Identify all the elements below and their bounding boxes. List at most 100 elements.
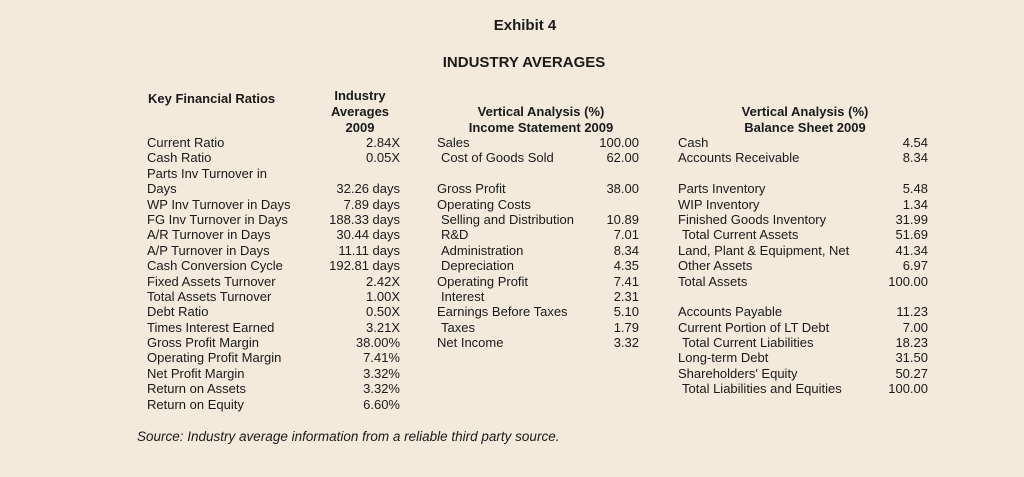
income-row: Gross Profit 38.00	[437, 181, 639, 196]
ratio-row-label: Total Assets Turnover	[147, 288, 272, 304]
ratio-row-value: 11.11 days	[338, 242, 400, 258]
balance-row-label: Total Current Liabilities	[682, 335, 814, 351]
income-row-label: Gross Profit	[437, 181, 506, 197]
balance-row-value: 8.34	[902, 150, 928, 166]
income-row: Administration 8.34	[437, 243, 639, 258]
balance-row-label: Long-term Debt	[678, 350, 769, 366]
balance-row-label: Total Current Assets	[682, 227, 799, 243]
balance-row-value: 7.00	[902, 319, 928, 335]
income-row: Depreciation 4.35	[437, 258, 639, 273]
ratio-row: Cash Conversion Cycle 192.81 days	[147, 258, 400, 273]
ratio-row: Gross Profit Margin 38.00%	[147, 335, 400, 350]
balance-header-line-2: Balance Sheet 2009	[744, 120, 866, 135]
exhibit-title: Exhibit 4	[493, 17, 557, 34]
balance-row	[678, 289, 928, 304]
balance-row: Accounts Payable 11.23	[678, 304, 928, 319]
balance-row-label: Other Assets	[678, 258, 753, 274]
income-row: Net Income 3.32	[437, 335, 639, 350]
balance-row-value: 31.50	[895, 350, 928, 366]
balance-row	[678, 166, 928, 181]
balance-row: Total Assets 100.00	[678, 274, 928, 289]
income-row-value: 2.31	[613, 288, 639, 304]
balance-row: Land, Plant & Equipment, Net 41.34	[678, 243, 928, 258]
ratio-row-label: Cash Conversion Cycle	[147, 258, 283, 274]
balance-row-value: 100.00	[888, 273, 928, 289]
balance-row-label: Cash	[678, 135, 709, 150]
income-row-value: 1.79	[613, 319, 639, 335]
ratio-row: Cash Ratio 0.05X	[147, 150, 400, 165]
income-row: Operating Costs	[437, 197, 639, 212]
balance-row-value: 100.00	[888, 381, 928, 397]
balance-row-value: 50.27	[895, 365, 928, 381]
ratio-row-value: 6.60%	[363, 396, 400, 412]
ratio-row-label: FG Inv Turnover in Days	[147, 211, 288, 227]
ratio-row-label: Days	[147, 181, 177, 197]
balance-row: Current Portion of LT Debt 7.00	[678, 320, 928, 335]
ratio-row-value: 7.41%	[363, 350, 400, 366]
balance-row-value: 5.48	[902, 181, 928, 197]
ratio-row: Net Profit Margin 3.32%	[147, 366, 400, 381]
balance-row-value: 41.34	[895, 242, 928, 258]
ratio-row-value: 192.81 days	[329, 258, 400, 274]
income-row-value: 38.00	[606, 181, 639, 197]
income-row-label: Taxes	[441, 319, 475, 335]
ratio-row: Times Interest Earned 3.21X	[147, 320, 400, 335]
income-row-label: Selling and Distribution	[441, 211, 574, 227]
income-row-value: 100.00	[599, 135, 639, 150]
ratio-row: Current Ratio 2.84X	[147, 135, 400, 150]
balance-header-line-1: Vertical Analysis (%)	[741, 104, 869, 119]
ratio-row-label: Operating Profit Margin	[147, 350, 282, 366]
income-row: Selling and Distribution 10.89	[437, 212, 639, 227]
income-row-value: 4.35	[613, 258, 639, 274]
balance-row-label: WIP Inventory	[678, 196, 760, 212]
ratio-row-value: 30.44 days	[336, 227, 400, 243]
ratios-header-value: Industry Averages 2009	[318, 88, 402, 136]
balance-row: Total Current Liabilities 18.23	[678, 335, 928, 350]
income-row: Interest 2.31	[437, 289, 639, 304]
ratio-row-label: A/R Turnover in Days	[147, 227, 271, 243]
income-row: Operating Profit 7.41	[437, 274, 639, 289]
income-row-label: R&D	[441, 227, 469, 243]
income-row-value: 3.32	[613, 335, 639, 351]
ratio-row-value: 7.89 days	[343, 196, 400, 212]
ratios-header-line-2: Averages	[330, 104, 390, 119]
ratio-row-value: 3.21X	[366, 319, 400, 335]
ratio-row: Return on Assets 3.32%	[147, 381, 400, 396]
income-header-line-2: Income Statement 2009	[468, 120, 614, 135]
income-row-label: Depreciation	[441, 258, 514, 274]
balance-row: Total Current Assets 51.69	[678, 227, 928, 242]
income-row-value: 7.41	[613, 273, 639, 289]
ratio-row-label: WP Inv Turnover in Days	[147, 196, 291, 212]
income-row-label: Earnings Before Taxes	[437, 304, 568, 320]
balance-row: Parts Inventory 5.48	[678, 181, 928, 196]
balance-row: Total Liabilities and Equities 100.00	[678, 381, 928, 396]
income-table: Sales 100.00 Cost of Goods Sold 62.00 Gross …	[437, 135, 639, 350]
ratio-row-label: Net Profit Margin	[147, 365, 245, 381]
ratio-row: A/R Turnover in Days 30.44 days	[147, 227, 400, 242]
ratio-row-label: Gross Profit Margin	[147, 335, 259, 351]
ratio-row-label: Debt Ratio	[147, 304, 209, 320]
balance-row: Shareholders' Equity 50.27	[678, 366, 928, 381]
ratio-row-label: Return on Assets	[147, 381, 246, 397]
balance-row-value: 6.97	[902, 258, 928, 274]
ratio-row: Total Assets Turnover 1.00X	[147, 289, 400, 304]
balance-row-value: 4.54	[902, 135, 928, 150]
balance-row-label: Total Assets	[678, 273, 748, 289]
source-note: Source: Industry average information fro…	[137, 429, 560, 444]
main-title: INDUSTRY AVERAGES	[442, 54, 606, 71]
balance-row: Finished Goods Inventory 31.99	[678, 212, 928, 227]
ratio-row: FG Inv Turnover in Days 188.33 days	[147, 212, 400, 227]
ratio-row: Days 32.26 days	[147, 181, 400, 196]
income-row-label: Administration	[441, 242, 524, 258]
ratios-header-line-3: 2009	[345, 120, 375, 135]
income-row: R&D 7.01	[437, 227, 639, 242]
ratio-row-value: 3.32%	[363, 365, 400, 381]
income-row-label: Sales	[437, 135, 470, 150]
ratio-row-value: 0.50X	[366, 304, 400, 320]
balance-row-label: Land, Plant & Equipment, Net	[678, 242, 850, 258]
income-row-label: Cost of Goods Sold	[441, 150, 554, 166]
income-row-value: 5.10	[613, 304, 639, 320]
income-row: Sales 100.00	[437, 135, 639, 150]
income-row: Taxes 1.79	[437, 320, 639, 335]
ratio-row-label: Cash Ratio	[147, 150, 212, 166]
